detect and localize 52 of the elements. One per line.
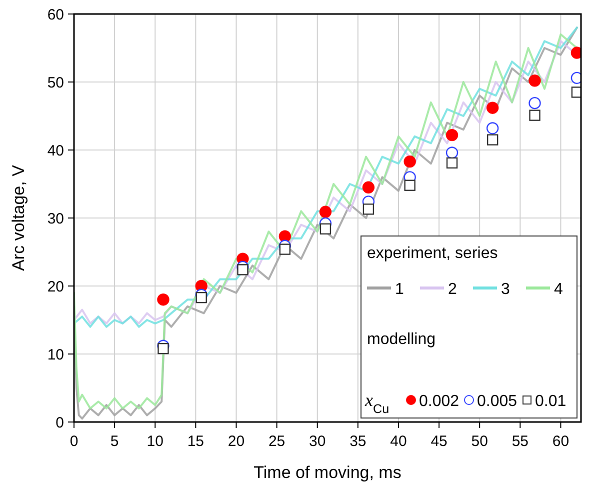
- legend-label: 3: [501, 281, 510, 298]
- point: [320, 223, 332, 234]
- y-axis-title: Arc voltage, V: [9, 164, 28, 271]
- point: [446, 146, 458, 159]
- point: [237, 264, 248, 276]
- x-tick-label: 15: [187, 433, 204, 450]
- legend-label: 2: [448, 281, 457, 298]
- y-tick-label: 40: [47, 142, 64, 160]
- x-tick-label: 30: [309, 433, 326, 450]
- y-tick-label: 10: [47, 346, 64, 364]
- legend-label: 0.005: [477, 393, 518, 410]
- legend-label: 1: [395, 281, 404, 298]
- y-tick-label: 50: [47, 74, 64, 92]
- point: [404, 155, 416, 168]
- legend-title: experiment, series: [367, 245, 498, 262]
- x-tick-label: 25: [268, 433, 286, 450]
- point: [486, 102, 499, 114]
- point: [446, 157, 458, 169]
- x-tick-label: 10: [146, 433, 164, 450]
- x-tick-label: 5: [110, 433, 119, 450]
- x-tick-label: 50: [471, 433, 488, 450]
- annotation: x$_{Cu}$: [364, 390, 390, 416]
- x-tick-label: 55: [512, 433, 529, 450]
- x-tick-label: 45: [430, 433, 448, 450]
- point: [362, 204, 374, 215]
- x-tick-label: 60: [552, 433, 570, 450]
- point: [528, 96, 541, 110]
- x-tick-label: 35: [350, 433, 366, 450]
- y-tick-label: 0: [56, 414, 64, 432]
- point: [486, 122, 499, 134]
- x-tick-label: 20: [228, 433, 245, 450]
- y-tick-label: 60: [47, 6, 64, 24]
- point: [529, 110, 540, 121]
- y-tick-label: 30: [47, 210, 64, 228]
- annotation: modelling: [367, 331, 436, 348]
- point: [446, 128, 458, 142]
- legend-label: 0.01: [535, 393, 566, 410]
- point: [404, 180, 416, 191]
- x-tick-label: 40: [390, 433, 407, 450]
- point: [486, 134, 498, 146]
- x-tick-label: 0: [70, 433, 78, 450]
- point: [362, 181, 375, 194]
- point: [158, 342, 169, 354]
- point: [528, 74, 541, 87]
- x-axis-title: Time of moving, ms: [254, 463, 402, 482]
- point: [157, 294, 170, 306]
- point: [196, 292, 207, 304]
- y-tick-label: 20: [47, 278, 64, 296]
- point: [279, 244, 291, 255]
- legend-label: 4: [554, 281, 563, 298]
- legend-label: 0.002: [419, 393, 460, 410]
- point: [319, 206, 332, 218]
